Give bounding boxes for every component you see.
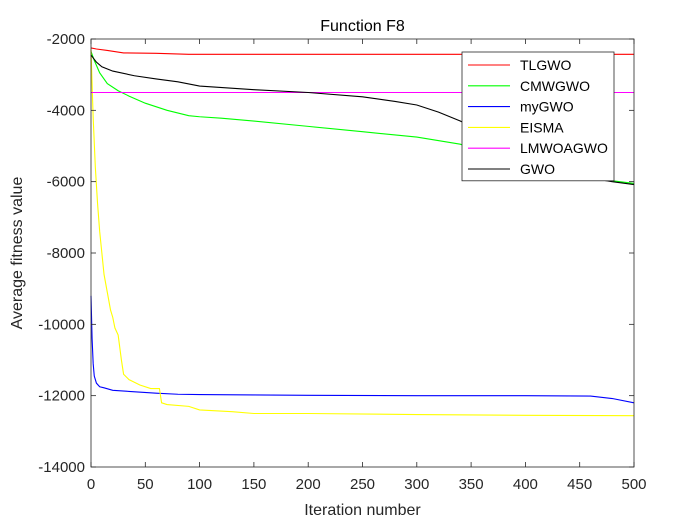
legend-label-gwo: GWO	[520, 161, 555, 177]
x-tick-label: 250	[350, 476, 375, 493]
series-line-eisma	[90, 49, 635, 417]
x-tick-label: 400	[513, 476, 538, 493]
x-axis-title: Iteration number	[304, 502, 421, 519]
x-tick-label: 350	[459, 476, 484, 493]
y-tick-label: -10000	[38, 316, 85, 333]
x-tick-label: 100	[187, 476, 212, 493]
y-tick-label: -2000	[47, 31, 85, 48]
legend-box	[461, 51, 615, 182]
x-tick-label: 200	[296, 476, 321, 493]
x-tick-label: 500	[621, 476, 646, 493]
legend-label-cmwgwo: CMWGWO	[520, 78, 590, 94]
ticks-layer: 0 50 100 150 200 250 300 350 400 450 500 -14000 -120…	[38, 31, 646, 493]
x-tick-label: 450	[567, 476, 592, 493]
chart-title: Function F8	[320, 18, 405, 35]
legend-label-mygwo: myGWO	[520, 99, 574, 115]
x-tick-label: 0	[87, 476, 95, 493]
y-tick-label: -8000	[47, 245, 85, 262]
legend-label-lmwoagwo: LMWOAGWO	[520, 140, 608, 156]
legend-label-tlgwo: TLGWO	[520, 57, 571, 73]
y-tick-label: -4000	[47, 102, 85, 119]
y-tick-label: -12000	[38, 388, 85, 405]
x-tick-label: 300	[404, 476, 429, 493]
series-line-mygwo	[90, 295, 635, 404]
y-tick-label: -6000	[47, 174, 85, 191]
legend-label-eisma: EISMA	[520, 119, 564, 135]
y-axis-title: Average fitness value	[9, 177, 26, 330]
y-tick-label: -14000	[38, 459, 85, 476]
x-tick-label: 50	[137, 476, 154, 493]
x-tick-label: 150	[241, 476, 266, 493]
legend: TLGWO CMWGWO myGWO EISMA LMWOAGWO GWO	[461, 51, 615, 182]
